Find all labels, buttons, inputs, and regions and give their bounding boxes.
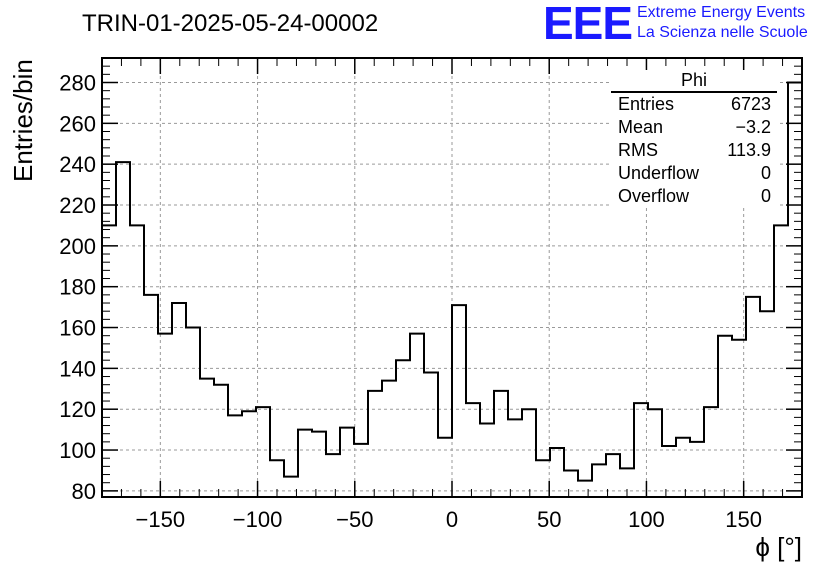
stats-value: 0 (760, 186, 771, 206)
y-tick-label: 280 (59, 71, 96, 96)
stats-row-mean: Mean −3.2 (611, 116, 777, 139)
stats-label: Entries (618, 94, 675, 114)
stats-box: Phi Entries 6723 Mean −3.2 RMS 113.9 Und… (611, 70, 777, 208)
x-tick-label: 150 (725, 507, 762, 532)
stats-value: 113.9 (727, 140, 771, 160)
y-tick-label: 180 (59, 275, 96, 300)
stats-box-title: Phi (611, 70, 777, 93)
stats-label: Underflow (618, 163, 700, 183)
x-tick-label: 100 (628, 507, 665, 532)
stats-value: 6723 (730, 94, 771, 114)
axis-ticks (101, 57, 803, 497)
eee-logo: EEE (543, 0, 633, 49)
x-tick-label: 0 (446, 507, 458, 532)
y-tick-label: 160 (59, 316, 96, 341)
axis-tick-labels: 80 100 120 140 160 180 200 220 240 260 280 −150 −100… (59, 71, 762, 532)
x-tick-label: −150 (136, 507, 186, 532)
y-tick-label: 120 (59, 397, 96, 422)
x-tick-label: −50 (336, 507, 373, 532)
stats-label: RMS (618, 140, 658, 160)
stats-value: −3.2 (735, 117, 771, 137)
stats-row-underflow: Underflow 0 (611, 162, 777, 185)
stats-row-overflow: Overflow 0 (611, 185, 777, 208)
logo-line-1: Extreme Energy Events (637, 4, 806, 21)
y-tick-label: 140 (59, 356, 96, 381)
stats-value: 0 (760, 163, 771, 183)
y-tick-label: 220 (59, 193, 96, 218)
logo-line-2: La Scienza nelle Scuole (637, 24, 808, 41)
histogram-line (102, 81, 802, 482)
stats-label: Overflow (618, 186, 690, 206)
x-tick-label: −100 (233, 507, 283, 532)
chart-title: TRIN-01-2025-05-24-00002 (82, 10, 379, 37)
x-axis-label: ϕ [°] (755, 532, 802, 562)
y-tick-label: 100 (59, 438, 96, 463)
y-tick-label: 240 (59, 152, 96, 177)
y-axis-label: Entries/bin (8, 59, 38, 182)
stats-row-rms: RMS 113.9 (611, 139, 777, 162)
y-tick-label: 200 (59, 234, 96, 259)
x-tick-label: 50 (537, 507, 561, 532)
y-tick-label: 260 (59, 111, 96, 136)
y-tick-label: 80 (72, 479, 96, 504)
stats-row-entries: Entries 6723 (611, 93, 777, 116)
stats-label: Mean (618, 117, 664, 137)
